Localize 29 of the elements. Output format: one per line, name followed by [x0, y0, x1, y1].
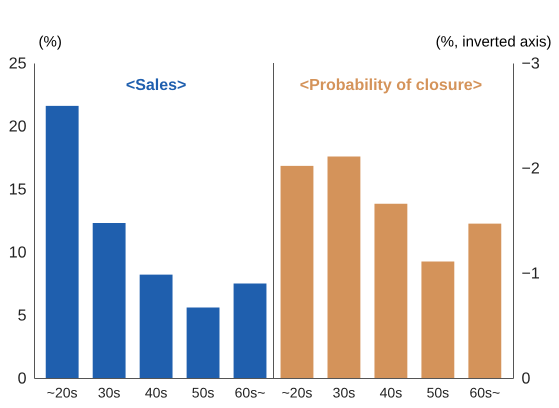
x-tick-label: ~20s [282, 384, 312, 400]
annotation: <Sales> [126, 77, 186, 94]
y-tick-label: 25 [8, 56, 27, 72]
x-tick-label: 30s [98, 384, 120, 400]
y2-tick-label: −2 [522, 160, 540, 178]
y-tick-label: 15 [8, 182, 27, 198]
x-tick-label: 50s [192, 384, 214, 400]
y-tick-label: 20 [8, 118, 27, 136]
x-tick-label: ~20s [46, 384, 78, 400]
y2-tick-label: 0 [522, 370, 530, 388]
y-axis-title: (%) [38, 34, 62, 50]
bar [234, 284, 266, 378]
bar [92, 223, 126, 378]
y2-tick-label: −3 [522, 56, 540, 72]
y-tick-label: 0 [18, 370, 27, 388]
x-tick-label: 50s [426, 384, 450, 400]
y-tick-label: 10 [8, 244, 27, 262]
x-tick-label: 40s [144, 384, 168, 400]
x-tick-label: 60s~ [234, 384, 266, 400]
bar [186, 307, 220, 378]
x-tick-label: 40s [380, 384, 402, 400]
bar [140, 274, 173, 378]
x-tick-label: 60s~ [469, 384, 500, 400]
y2-tick-label: −1 [522, 266, 540, 282]
y-tick-label: 5 [18, 308, 27, 324]
bar [46, 106, 79, 378]
y2-axis-title: (%, inverted axis) [436, 34, 552, 50]
x-tick-label: 30s [332, 384, 356, 400]
annotation: <Probability of closure> [300, 77, 482, 94]
